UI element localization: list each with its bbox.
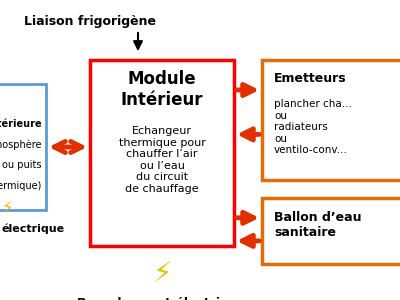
Text: ⚡: ⚡ bbox=[2, 200, 14, 217]
Text: électrique: électrique bbox=[2, 224, 65, 234]
Text: Branchement électrique: Branchement électrique bbox=[77, 297, 247, 300]
Text: Echangeur
thermique pour
chauffer l’air
ou l’eau
du circuit
de chauffage: Echangeur thermique pour chauffer l’air … bbox=[118, 126, 206, 194]
Text: (atmosphère: (atmosphère bbox=[0, 140, 42, 150]
Text: Liaison frigorigène: Liaison frigorigène bbox=[24, 15, 156, 28]
FancyBboxPatch shape bbox=[0, 84, 46, 210]
Text: Ballon d’eau
sanitaire: Ballon d’eau sanitaire bbox=[274, 211, 362, 239]
Text: plancher cha...
ou
radiateurs
ou
ventilo-conv...: plancher cha... ou radiateurs ou ventilo… bbox=[274, 99, 352, 155]
Text: Module
Intérieur: Module Intérieur bbox=[121, 70, 203, 109]
Text: ou puits: ou puits bbox=[2, 160, 42, 170]
FancyBboxPatch shape bbox=[262, 198, 400, 264]
Text: ⚡: ⚡ bbox=[152, 260, 172, 289]
FancyBboxPatch shape bbox=[262, 60, 400, 180]
Text: géothermique): géothermique) bbox=[0, 181, 42, 191]
Text: extérieure: extérieure bbox=[0, 119, 42, 129]
Text: Emetteurs: Emetteurs bbox=[274, 72, 347, 85]
FancyBboxPatch shape bbox=[90, 60, 234, 246]
